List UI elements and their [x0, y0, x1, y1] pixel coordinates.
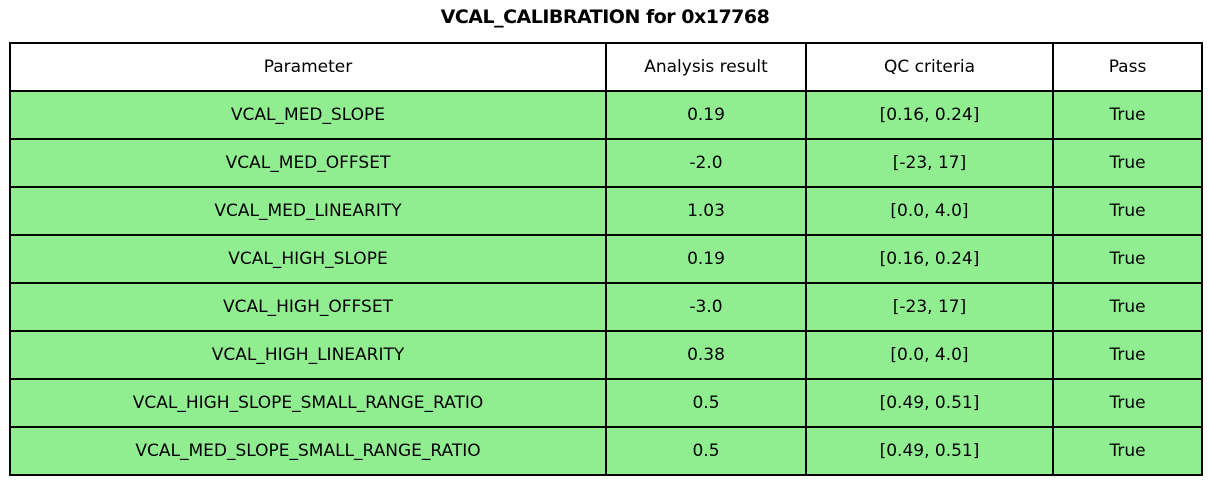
- result-cell: 1.03: [605, 186, 807, 236]
- table-row: VCAL_MED_OFFSET -2.0 [-23, 17] True: [9, 138, 1203, 188]
- table-row: VCAL_HIGH_SLOPE_SMALL_RANGE_RATIO 0.5 [0…: [9, 378, 1203, 428]
- result-cell: 0.5: [605, 426, 807, 476]
- column-header-parameter: Parameter: [9, 42, 607, 92]
- result-cell: 0.19: [605, 234, 807, 284]
- pass-cell: True: [1052, 90, 1203, 140]
- pass-cell: True: [1052, 234, 1203, 284]
- criteria-cell: [0.49, 0.51]: [805, 378, 1054, 428]
- parameter-cell: VCAL_MED_SLOPE: [9, 90, 607, 140]
- column-header-qc-criteria: QC criteria: [805, 42, 1054, 92]
- pass-cell: True: [1052, 282, 1203, 332]
- column-header-analysis-result: Analysis result: [605, 42, 807, 92]
- parameter-cell: VCAL_HIGH_SLOPE_SMALL_RANGE_RATIO: [9, 378, 607, 428]
- header-row: Parameter Analysis result QC criteria Pa…: [9, 42, 1203, 92]
- parameter-cell: VCAL_HIGH_LINEARITY: [9, 330, 607, 380]
- parameter-cell: VCAL_HIGH_OFFSET: [9, 282, 607, 332]
- page-title: VCAL_CALIBRATION for 0x17768: [440, 6, 770, 28]
- table-row: VCAL_MED_LINEARITY 1.03 [0.0, 4.0] True: [9, 186, 1203, 236]
- table-row: VCAL_MED_SLOPE 0.19 [0.16, 0.24] True: [9, 90, 1203, 140]
- qc-results-table: Parameter Analysis result QC criteria Pa…: [9, 42, 1203, 476]
- pass-cell: True: [1052, 330, 1203, 380]
- table-row: VCAL_HIGH_OFFSET -3.0 [-23, 17] True: [9, 282, 1203, 332]
- parameter-cell: VCAL_MED_OFFSET: [9, 138, 607, 188]
- criteria-cell: [0.16, 0.24]: [805, 234, 1054, 284]
- parameter-cell: VCAL_MED_SLOPE_SMALL_RANGE_RATIO: [9, 426, 607, 476]
- criteria-cell: [0.0, 4.0]: [805, 186, 1054, 236]
- column-header-pass: Pass: [1052, 42, 1203, 92]
- criteria-cell: [-23, 17]: [805, 282, 1054, 332]
- pass-cell: True: [1052, 426, 1203, 476]
- pass-cell: True: [1052, 186, 1203, 236]
- criteria-cell: [0.49, 0.51]: [805, 426, 1054, 476]
- table-row: VCAL_HIGH_LINEARITY 0.38 [0.0, 4.0] True: [9, 330, 1203, 380]
- pass-cell: True: [1052, 138, 1203, 188]
- result-cell: 0.5: [605, 378, 807, 428]
- pass-cell: True: [1052, 378, 1203, 428]
- table-row: VCAL_HIGH_SLOPE 0.19 [0.16, 0.24] True: [9, 234, 1203, 284]
- result-cell: 0.19: [605, 90, 807, 140]
- parameter-cell: VCAL_MED_LINEARITY: [9, 186, 607, 236]
- result-cell: 0.38: [605, 330, 807, 380]
- result-cell: -3.0: [605, 282, 807, 332]
- result-cell: -2.0: [605, 138, 807, 188]
- criteria-cell: [-23, 17]: [805, 138, 1054, 188]
- criteria-cell: [0.16, 0.24]: [805, 90, 1054, 140]
- criteria-cell: [0.0, 4.0]: [805, 330, 1054, 380]
- table-row: VCAL_MED_SLOPE_SMALL_RANGE_RATIO 0.5 [0.…: [9, 426, 1203, 476]
- parameter-cell: VCAL_HIGH_SLOPE: [9, 234, 607, 284]
